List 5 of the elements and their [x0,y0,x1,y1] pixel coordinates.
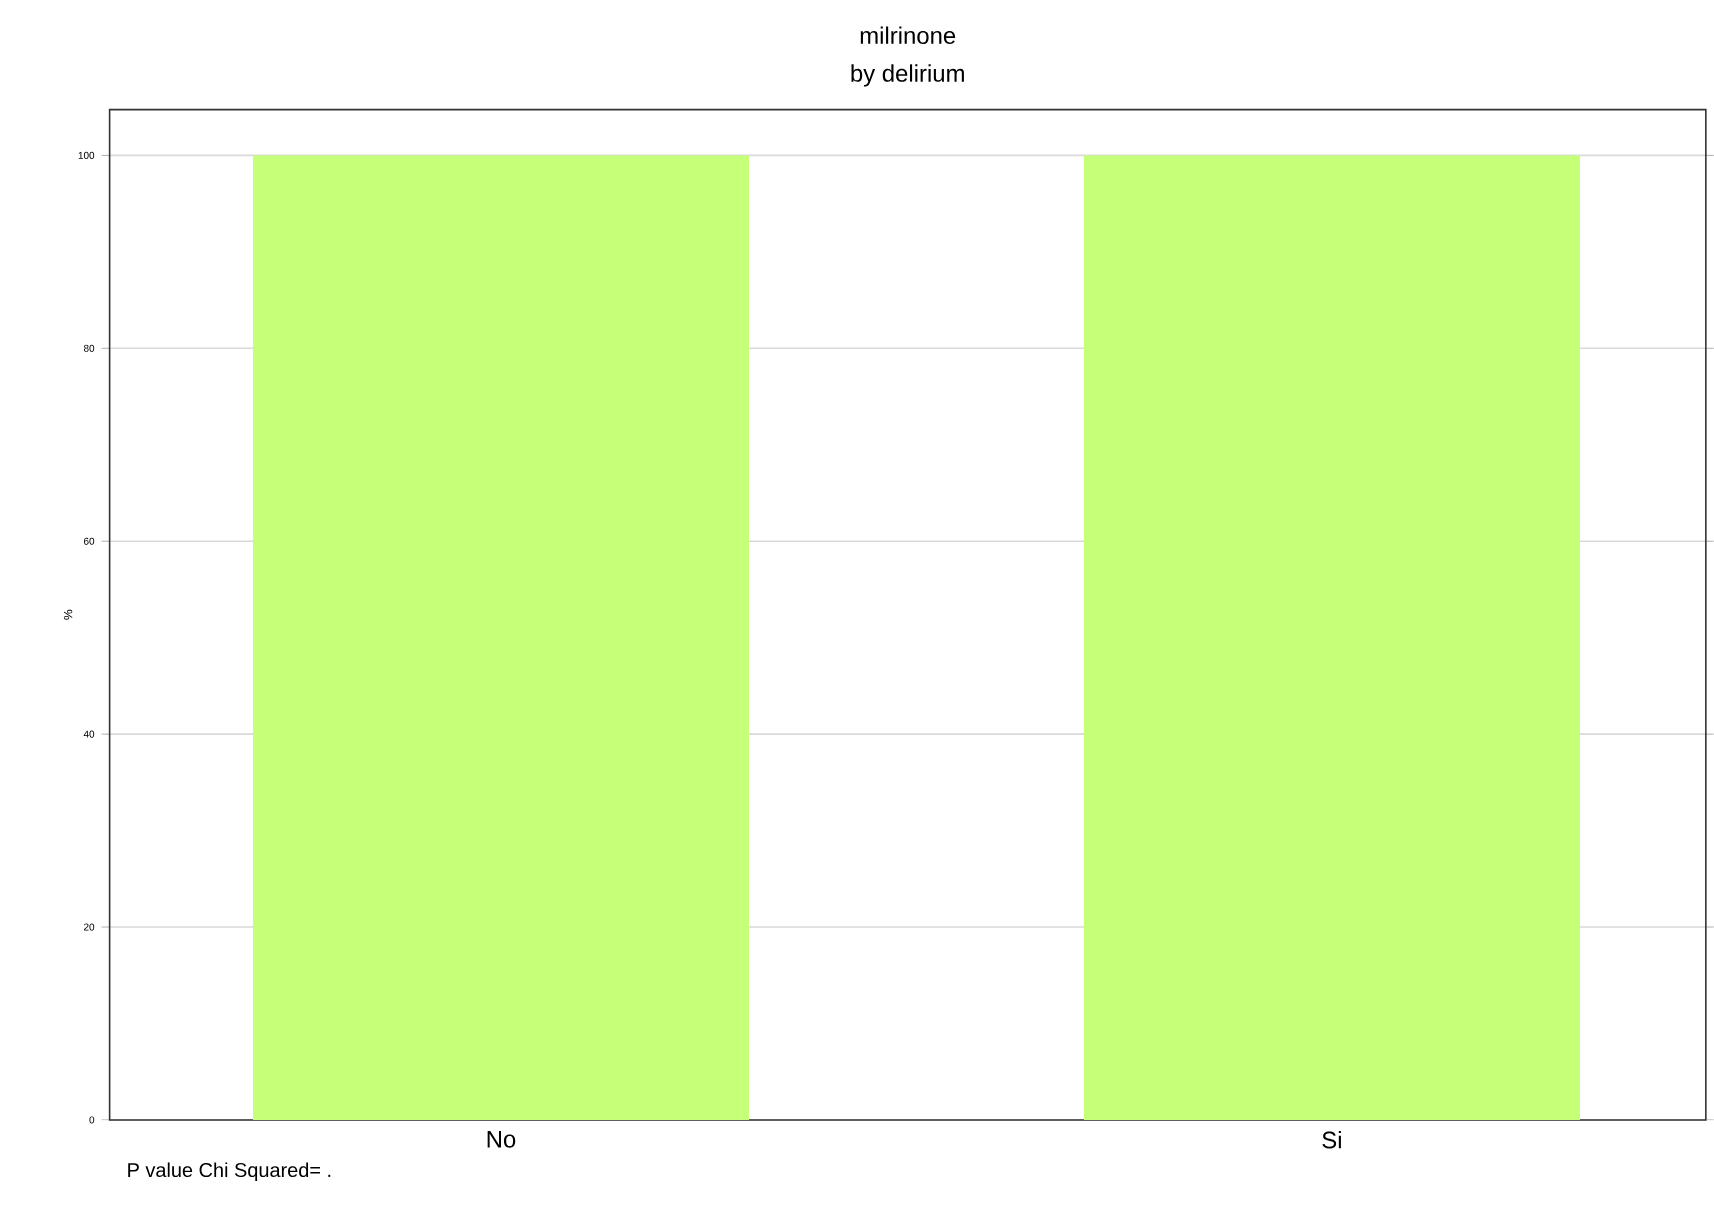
chart-title: milrinone [860,26,956,45]
text: P value Chi Squared= . [128,1162,331,1182]
x-tick-label: Si [1322,1131,1341,1149]
x-tick-label: No [487,1131,516,1148]
chart-subtitle: by delirium [851,64,964,87]
